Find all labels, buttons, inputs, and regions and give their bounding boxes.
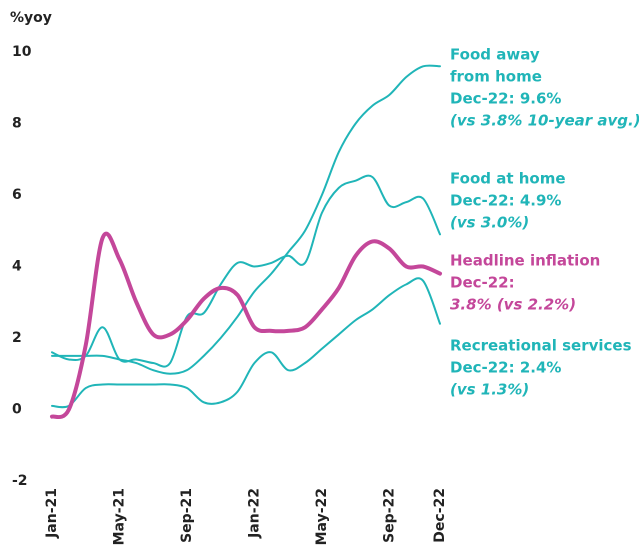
annotation: Dec-22: 2.4% <box>450 359 561 377</box>
annotation: 3.8% (vs 2.2%) <box>450 296 576 314</box>
y-axis-label: %yoy <box>10 10 52 26</box>
y-tick-label: 2 <box>12 330 22 346</box>
x-tick-label: Jan-21 <box>44 488 60 539</box>
y-tick-label: 10 <box>12 44 32 60</box>
annotation: from home <box>450 68 542 86</box>
series-line <box>51 64 441 375</box>
annotation: Dec-22: <box>450 274 515 292</box>
annotation: Headline inflation <box>450 252 600 270</box>
x-tick-label: Sep-21 <box>179 488 195 543</box>
annotation: Dec-22: 4.9% <box>450 192 561 210</box>
series-line <box>50 231 442 420</box>
y-tick-label: 4 <box>12 259 22 275</box>
y-tick-label: 6 <box>12 187 22 203</box>
annotation: (vs 3.0%) <box>450 214 529 232</box>
series-line <box>51 174 441 368</box>
annotation: Food away <box>450 46 540 64</box>
annotation: (vs 3.8% 10-year avg.) <box>450 112 639 130</box>
x-tick-label: May-22 <box>314 488 330 545</box>
x-tick-label: May-21 <box>111 488 127 545</box>
annotation: (vs 1.3%) <box>450 381 529 399</box>
x-tick-label: Dec-22 <box>432 488 448 543</box>
y-tick-label: 8 <box>12 116 22 132</box>
annotation: Dec-22: 9.6% <box>450 90 561 108</box>
x-tick-label: Jan-22 <box>246 488 262 539</box>
y-tick-label: 0 <box>12 402 22 418</box>
y-tick-label: -2 <box>12 473 28 489</box>
x-tick-label: Sep-22 <box>381 488 397 543</box>
annotation: Food at home <box>450 170 566 188</box>
series-line <box>51 277 441 409</box>
annotation: Recreational services <box>450 337 632 355</box>
